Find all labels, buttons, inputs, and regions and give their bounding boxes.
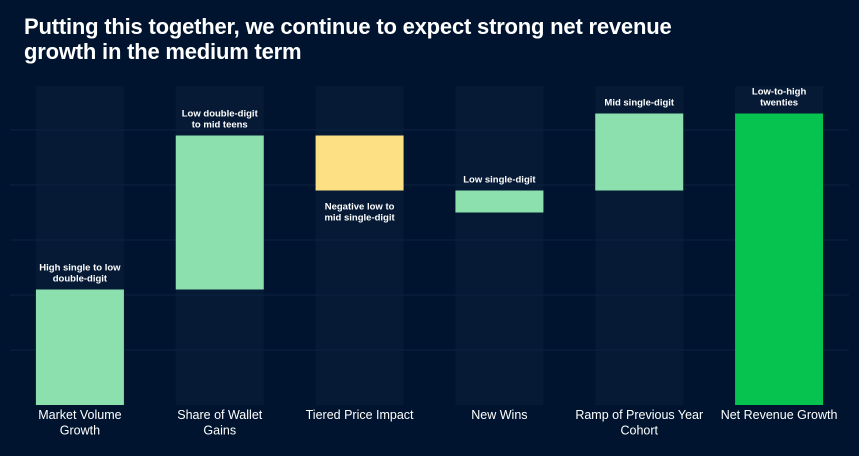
bar-4 xyxy=(455,190,544,213)
category-label-1: Market Volume Growth xyxy=(38,408,121,438)
slide-title: Putting this together, we continue to ex… xyxy=(24,14,672,64)
bar-3 xyxy=(315,135,404,191)
data-label-4: Low single-digit xyxy=(463,175,536,186)
category-label-3: Tiered Price Impact xyxy=(306,408,414,422)
category-label-6: Net Revenue Growth xyxy=(721,408,838,422)
bar-6 xyxy=(735,113,824,405)
category-label-4: New Wins xyxy=(471,408,527,422)
column-band xyxy=(315,86,404,405)
column-band xyxy=(455,86,544,405)
bar-1 xyxy=(35,289,124,405)
bar-2 xyxy=(175,135,264,290)
category-label-2: Share of Wallet Gains xyxy=(177,408,263,438)
data-label-6: Low-to-high twenties xyxy=(752,87,807,109)
category-label-5: Ramp of Previous Year Cohort xyxy=(575,408,703,438)
data-label-5: Mid single-digit xyxy=(604,98,674,109)
data-label-1: High single to low double-digit xyxy=(39,263,121,285)
data-label-3: Negative low to mid single-digit xyxy=(324,202,395,224)
bar-5 xyxy=(595,113,684,191)
data-label-2: Low double-digit to mid teens xyxy=(182,109,259,131)
